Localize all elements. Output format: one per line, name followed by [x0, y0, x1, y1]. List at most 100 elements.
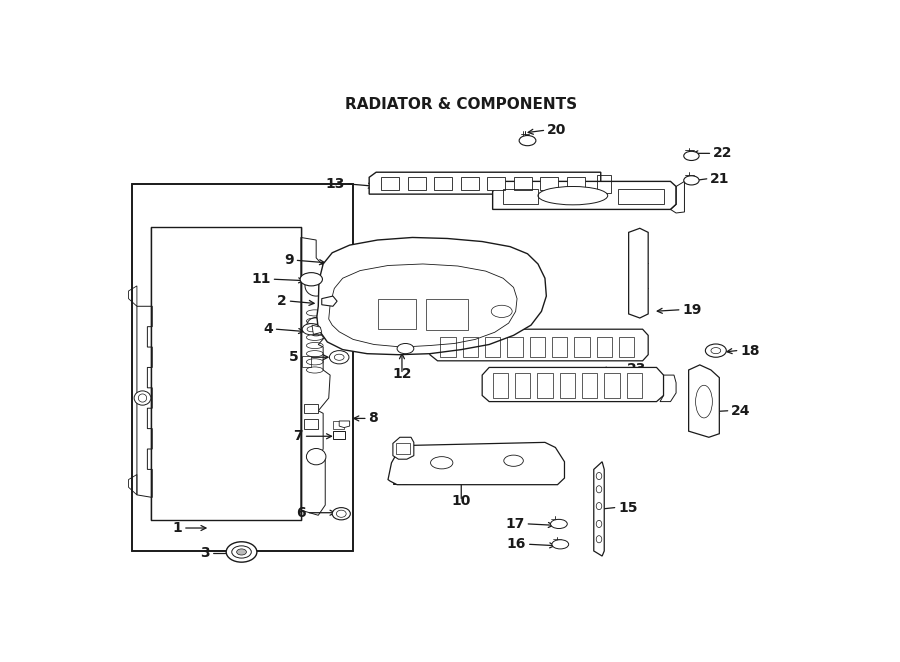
Polygon shape [132, 184, 353, 551]
Bar [508, 338, 523, 357]
Bar [567, 177, 585, 190]
Text: 15: 15 [618, 500, 638, 514]
Ellipse shape [596, 486, 602, 493]
Text: 2: 2 [277, 294, 287, 308]
Bar [540, 177, 558, 190]
Bar [619, 338, 634, 357]
Ellipse shape [306, 318, 326, 336]
Bar [381, 177, 400, 190]
Polygon shape [594, 462, 604, 556]
Text: 18: 18 [740, 344, 760, 357]
Bar [515, 373, 530, 397]
Text: 13: 13 [326, 177, 345, 191]
Polygon shape [388, 442, 564, 485]
Bar [604, 373, 619, 397]
Bar [503, 189, 538, 204]
Polygon shape [628, 228, 648, 318]
Ellipse shape [504, 455, 523, 466]
Bar [485, 338, 500, 357]
Ellipse shape [306, 448, 326, 465]
Polygon shape [492, 181, 676, 209]
Ellipse shape [596, 536, 602, 543]
Bar [408, 177, 426, 190]
Bar [302, 356, 310, 367]
Polygon shape [322, 296, 338, 307]
Ellipse shape [397, 344, 414, 354]
Bar [582, 373, 598, 397]
Polygon shape [312, 325, 322, 334]
Ellipse shape [226, 542, 256, 562]
Text: 22: 22 [713, 146, 733, 160]
Bar [598, 175, 611, 193]
Ellipse shape [332, 508, 350, 520]
Text: 25: 25 [392, 473, 411, 488]
Bar [529, 338, 545, 357]
Ellipse shape [706, 344, 726, 357]
Bar [463, 338, 478, 357]
Polygon shape [482, 367, 663, 402]
Text: 23: 23 [627, 362, 646, 376]
Polygon shape [393, 438, 414, 459]
Text: 1: 1 [173, 521, 182, 535]
Bar [626, 373, 642, 397]
Ellipse shape [134, 391, 151, 405]
Text: 19: 19 [682, 303, 702, 317]
Text: 9: 9 [284, 254, 293, 267]
Text: 17: 17 [505, 517, 525, 531]
Bar [487, 177, 505, 190]
Ellipse shape [684, 176, 699, 185]
Polygon shape [339, 421, 349, 428]
Text: 24: 24 [731, 404, 751, 418]
Ellipse shape [430, 457, 453, 469]
Ellipse shape [300, 273, 322, 286]
Ellipse shape [596, 473, 602, 479]
Bar [492, 373, 508, 397]
Bar [514, 177, 532, 190]
Text: 4: 4 [263, 322, 273, 336]
Ellipse shape [519, 136, 536, 146]
Polygon shape [369, 172, 601, 194]
Bar [597, 338, 612, 357]
Ellipse shape [684, 152, 699, 160]
Bar [333, 421, 344, 428]
Ellipse shape [305, 275, 328, 296]
Ellipse shape [596, 502, 602, 510]
Bar [574, 338, 590, 357]
Bar [618, 189, 663, 204]
Ellipse shape [329, 351, 349, 364]
Text: 14: 14 [397, 338, 417, 353]
Ellipse shape [552, 540, 569, 549]
Bar [560, 373, 575, 397]
Bar [304, 404, 319, 413]
Text: 3: 3 [201, 547, 210, 561]
Bar [427, 299, 468, 330]
Bar [396, 443, 410, 454]
Text: 8: 8 [368, 411, 378, 426]
Bar [537, 373, 553, 397]
Bar [440, 338, 455, 357]
Text: 16: 16 [507, 538, 526, 551]
Ellipse shape [491, 305, 512, 318]
Bar [378, 299, 416, 329]
Bar [434, 177, 452, 190]
Bar [461, 177, 479, 190]
Bar [304, 420, 319, 428]
Ellipse shape [596, 520, 602, 528]
Polygon shape [688, 365, 719, 438]
Polygon shape [430, 329, 648, 361]
Text: 20: 20 [547, 123, 566, 138]
Text: 21: 21 [710, 172, 730, 186]
Text: 12: 12 [392, 367, 411, 381]
Ellipse shape [237, 549, 247, 555]
Ellipse shape [538, 187, 608, 205]
Ellipse shape [302, 324, 320, 335]
Text: 6: 6 [296, 506, 306, 520]
Bar [552, 338, 567, 357]
Text: 5: 5 [289, 350, 299, 364]
Bar [151, 227, 301, 520]
Polygon shape [317, 238, 546, 355]
Ellipse shape [551, 520, 567, 528]
Text: 7: 7 [293, 429, 303, 444]
Text: 11: 11 [251, 272, 271, 286]
Text: RADIATOR & COMPONENTS: RADIATOR & COMPONENTS [346, 97, 577, 113]
